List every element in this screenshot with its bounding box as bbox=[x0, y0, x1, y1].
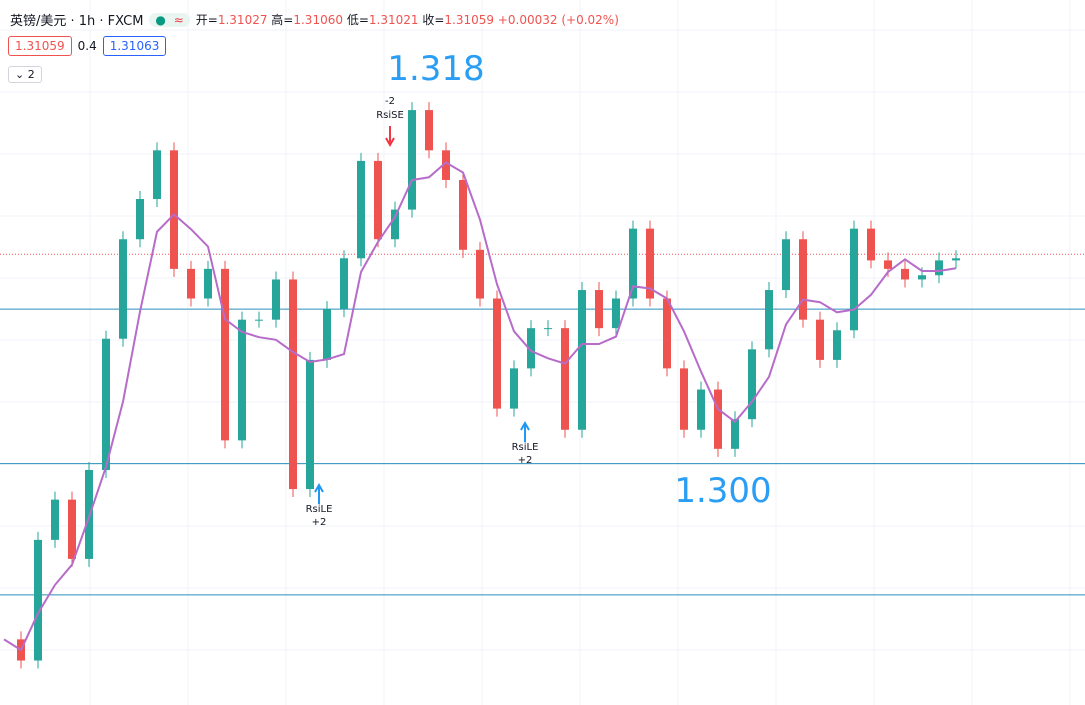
candle bbox=[34, 539, 42, 661]
candle bbox=[425, 110, 433, 151]
change: +0.00032 (+0.02%) bbox=[497, 13, 619, 27]
candle bbox=[357, 160, 365, 259]
candle bbox=[816, 319, 824, 360]
candle bbox=[731, 419, 739, 449]
candle bbox=[901, 268, 909, 280]
candle bbox=[187, 268, 195, 299]
candle bbox=[255, 319, 263, 321]
ohlc-value: 1.31060 bbox=[293, 13, 343, 27]
ohlc-label: 收= bbox=[422, 13, 445, 27]
candle bbox=[323, 309, 331, 360]
candle bbox=[510, 368, 518, 409]
status-pill: ● ≈ bbox=[149, 12, 190, 27]
candle bbox=[272, 279, 280, 320]
indicator-toggle[interactable]: ⌄ 2 bbox=[8, 66, 42, 83]
candle bbox=[595, 290, 603, 329]
annotation: 1.300 bbox=[674, 471, 771, 511]
sell-price[interactable]: 1.31059 bbox=[8, 36, 72, 56]
candle bbox=[408, 110, 416, 210]
candle bbox=[102, 338, 110, 470]
ohlc: 开=1.31027 高=1.31060 低=1.31021 收=1.31059 … bbox=[196, 11, 619, 28]
candle bbox=[289, 279, 297, 490]
candle bbox=[442, 150, 450, 180]
signal-label: RsiSE bbox=[376, 110, 404, 121]
candle bbox=[918, 275, 926, 280]
candle bbox=[850, 228, 858, 331]
signal-arrow bbox=[314, 482, 324, 504]
candle bbox=[799, 239, 807, 320]
signal-arrow bbox=[385, 126, 395, 148]
candle bbox=[663, 298, 671, 369]
ohlc-label: 高= bbox=[271, 13, 294, 27]
candle bbox=[374, 160, 382, 240]
candle bbox=[153, 150, 161, 200]
signal-qty: +2 bbox=[518, 455, 533, 466]
candle bbox=[561, 328, 569, 430]
moving-average bbox=[3, 161, 957, 652]
candle bbox=[884, 260, 892, 269]
candle bbox=[782, 239, 790, 291]
ohlc-value: 1.31059 bbox=[444, 13, 495, 27]
candle bbox=[578, 290, 586, 430]
indicator-count: 2 bbox=[27, 68, 35, 81]
candle bbox=[136, 199, 144, 240]
candle bbox=[459, 179, 467, 250]
candle bbox=[51, 499, 59, 540]
signal-label: RsiLE bbox=[512, 442, 539, 453]
ohlc-value: 1.31021 bbox=[368, 13, 419, 27]
signal-arrow bbox=[520, 420, 530, 442]
candle bbox=[629, 228, 637, 299]
signal-qty: +2 bbox=[312, 517, 327, 528]
candle bbox=[748, 349, 756, 420]
candle bbox=[119, 239, 127, 339]
candle bbox=[527, 328, 535, 369]
candle bbox=[493, 298, 501, 409]
candle bbox=[680, 368, 688, 430]
candle bbox=[646, 228, 654, 299]
candle bbox=[340, 258, 348, 310]
candle bbox=[952, 258, 960, 261]
ohlc-value: 1.31027 bbox=[217, 13, 268, 27]
buy-price[interactable]: 1.31063 bbox=[102, 36, 167, 56]
signal-label: RsiLE bbox=[306, 504, 333, 515]
candle bbox=[714, 389, 722, 449]
candle bbox=[765, 290, 773, 350]
candle bbox=[612, 298, 620, 329]
candle bbox=[935, 260, 943, 276]
symbol[interactable]: 英镑/美元 · 1h · FXCM bbox=[10, 14, 144, 29]
candle bbox=[221, 268, 229, 441]
candle bbox=[238, 319, 246, 441]
candle bbox=[391, 209, 399, 240]
candle bbox=[170, 150, 178, 269]
status: ≈ bbox=[173, 12, 184, 27]
candle bbox=[833, 330, 841, 360]
spread: 0.4 bbox=[77, 39, 97, 53]
ohlc-label: 低= bbox=[346, 13, 369, 27]
candle bbox=[476, 249, 484, 299]
header: 英镑/美元 · 1h · FXCM ● ≈ 开=1.31027 高=1.3106… bbox=[10, 10, 619, 29]
candle bbox=[306, 359, 314, 490]
price-boxes: 1.31059 0.4 1.31063 bbox=[8, 36, 167, 56]
signal-qty: -2 bbox=[385, 96, 395, 107]
candle bbox=[544, 328, 552, 330]
annotation: 1.318 bbox=[387, 49, 484, 89]
candle bbox=[867, 228, 875, 261]
candle bbox=[697, 389, 705, 430]
candle bbox=[68, 499, 76, 559]
ohlc-label: 开= bbox=[195, 13, 218, 27]
candle bbox=[204, 268, 212, 299]
